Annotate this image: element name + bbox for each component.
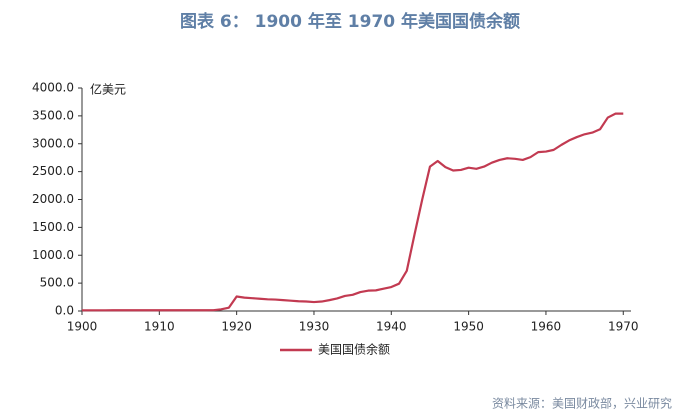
x-tick-label: 1950	[453, 320, 484, 334]
y-tick-label: 3500.0	[32, 108, 74, 122]
line-series	[82, 112, 624, 312]
x-tick-label: 1970	[608, 320, 639, 334]
y-tick-label: 1000.0	[32, 248, 74, 262]
y-tick-label: 0.0	[55, 304, 74, 318]
y-tick-label: 3000.0	[32, 136, 74, 150]
x-tick-label: 1930	[299, 320, 330, 334]
y-tick-label: 2000.0	[32, 192, 74, 206]
x-tick-label: 1910	[144, 320, 175, 334]
legend-label: 美国国债余额	[318, 342, 390, 357]
y-tick-label: 500.0	[40, 276, 74, 290]
y-tick-label: 2500.0	[32, 164, 74, 178]
y-axis-label: 亿美元	[90, 82, 126, 97]
source: 资料来源：美国财政部，兴业研究	[492, 396, 672, 411]
chart-title: 图表 6： 1900 年至 1970 年美国国债余额	[180, 11, 520, 32]
y-tick-label: 4000.0	[32, 81, 74, 95]
x-tick-label: 1900	[67, 320, 98, 334]
x-tick-label: 1960	[531, 320, 562, 334]
y-tick-label: 1500.0	[32, 220, 74, 234]
x-tick-label: 1940	[376, 320, 407, 334]
x-tick-label: 1920	[221, 320, 252, 334]
